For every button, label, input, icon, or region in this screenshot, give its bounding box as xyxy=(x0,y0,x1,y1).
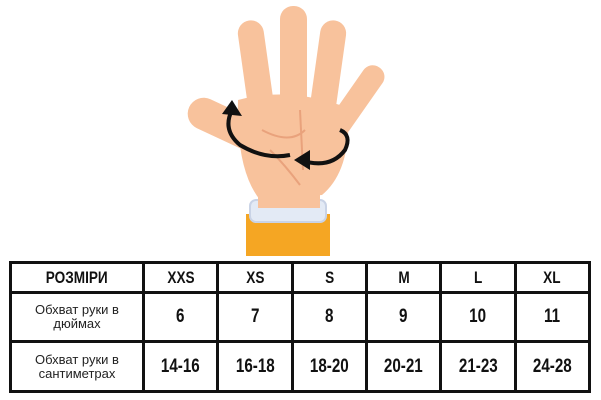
table-cell: 8 xyxy=(290,291,368,343)
hand-measurement-illustration xyxy=(187,6,385,256)
cell-value: 8 xyxy=(325,306,334,327)
row-label: Обхват руки в сантиметрах xyxy=(9,340,145,393)
size-chart-table: РОЗМІРИ XXS XS S M L XL Обхват руки в дю… xyxy=(9,261,592,393)
hand xyxy=(187,6,385,208)
table-row-inches: Обхват руки в дюймах 6 7 8 9 10 11 xyxy=(9,291,592,343)
header-size: XXS xyxy=(141,261,220,294)
table-cell: 7 xyxy=(216,291,294,343)
table-cell: 6 xyxy=(141,291,220,343)
size-s: S xyxy=(324,267,334,287)
table-cell: 10 xyxy=(439,291,517,343)
table-cell: 14-16 xyxy=(141,340,220,393)
cell-value: 18-20 xyxy=(309,355,349,377)
cell-value: 10 xyxy=(469,306,487,327)
header-size: L xyxy=(439,261,517,294)
row-label: Обхват руки в дюймах xyxy=(9,291,145,343)
header-size: XS xyxy=(216,261,294,294)
circumference-arrow-icon xyxy=(222,100,350,170)
table-cell: 11 xyxy=(513,291,592,343)
table-header-row: РОЗМІРИ XXS XS S M L XL xyxy=(9,261,592,294)
size-l: L xyxy=(473,267,483,287)
size-xs: XS xyxy=(245,267,265,287)
table-cell: 21-23 xyxy=(439,340,517,393)
table-cell: 9 xyxy=(364,291,443,343)
table-cell: 16-18 xyxy=(216,340,294,393)
header-size: S xyxy=(290,261,368,294)
header-size: XL xyxy=(513,261,592,294)
cell-value: 16-18 xyxy=(235,355,275,377)
header-label-text: РОЗМІРИ xyxy=(46,267,108,287)
size-xl: XL xyxy=(543,267,562,287)
table-cell: 24-28 xyxy=(513,340,592,393)
cell-value: 24-28 xyxy=(532,355,572,377)
cell-value: 21-23 xyxy=(458,355,498,377)
table-row-centimeters: Обхват руки в сантиметрах 14-16 16-18 18… xyxy=(9,340,592,393)
cell-value: 14-16 xyxy=(161,355,201,377)
cell-value: 9 xyxy=(399,306,408,327)
sleeve xyxy=(246,199,330,256)
size-xxs: XXS xyxy=(167,267,195,287)
table-cell: 20-21 xyxy=(364,340,443,393)
size-m: M xyxy=(397,267,410,287)
cell-value: 6 xyxy=(176,306,185,327)
header-sizes-label: РОЗМІРИ xyxy=(9,261,145,294)
header-size: M xyxy=(364,261,443,294)
cell-value: 7 xyxy=(250,306,260,327)
table-cell: 18-20 xyxy=(290,340,368,393)
cell-value: 20-21 xyxy=(384,355,424,377)
cell-value: 11 xyxy=(544,306,561,327)
